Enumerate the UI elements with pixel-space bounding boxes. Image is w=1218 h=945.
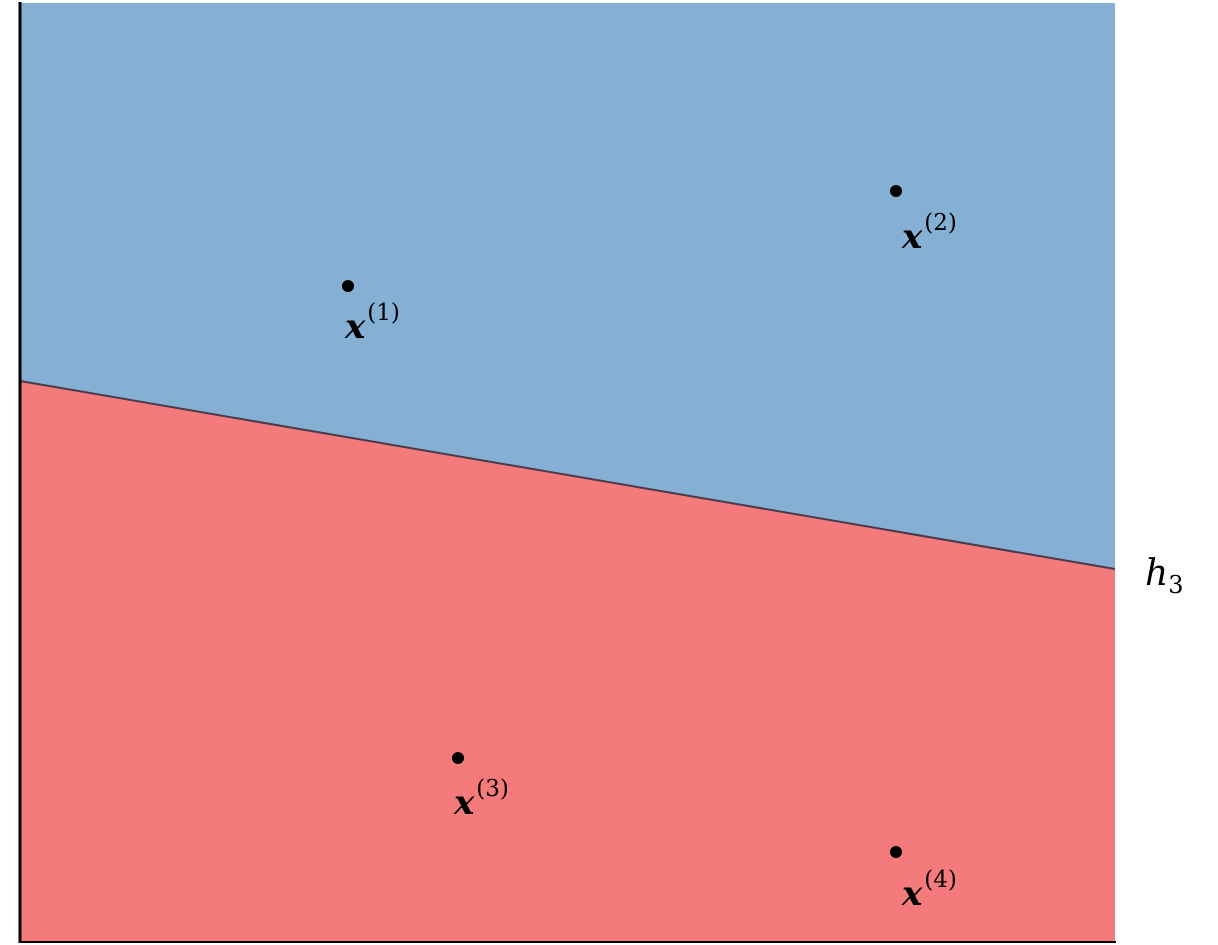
lower-region — [20, 381, 1115, 942]
point-x4-marker — [890, 846, 902, 858]
decision-boundary-line — [19, 380, 1116, 570]
point-x3-marker — [452, 752, 464, 764]
point-x1-label: x(1) — [344, 300, 400, 347]
boundary-label-sub: 3 — [1168, 571, 1183, 599]
point-x4-sup: (4) — [924, 867, 957, 893]
point-x2-sup: (2) — [924, 210, 957, 236]
boundary-label-main: h — [1145, 553, 1168, 594]
point-x1-marker — [342, 280, 354, 292]
point-x3-sup: (3) — [476, 776, 509, 802]
point-x4-name: x — [901, 874, 923, 914]
point-x3-name: x — [453, 783, 475, 823]
point-x3-label: x(3) — [453, 776, 509, 823]
point-x2-marker — [890, 185, 902, 197]
point-x4-label: x(4) — [901, 867, 957, 914]
point-x2-name: x — [901, 217, 923, 257]
boundary-label: h3 — [1145, 553, 1183, 599]
point-x2-label: x(2) — [901, 210, 957, 257]
point-x1-name: x — [344, 307, 366, 347]
point-x1-sup: (1) — [367, 300, 400, 326]
